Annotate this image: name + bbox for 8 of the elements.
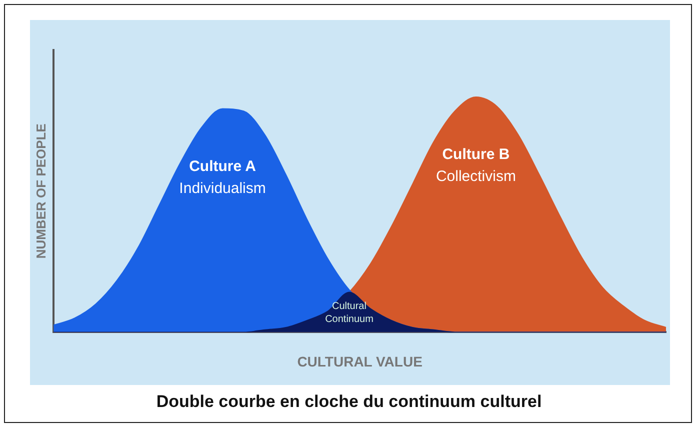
annotation: Individualism (179, 180, 266, 197)
annotation: Collectivism (436, 168, 516, 186)
text: Double courbe en cloche du continuum culturel (155, 392, 543, 412)
series-label: Culture A (189, 158, 256, 175)
series-label: Culture B (442, 146, 510, 164)
series-label: Cultural Continuum (325, 300, 374, 325)
y-axis-title: NUMBER OF PEOPLE (33, 123, 48, 259)
x-axis-title: CULTURAL VALUE (297, 353, 422, 370)
